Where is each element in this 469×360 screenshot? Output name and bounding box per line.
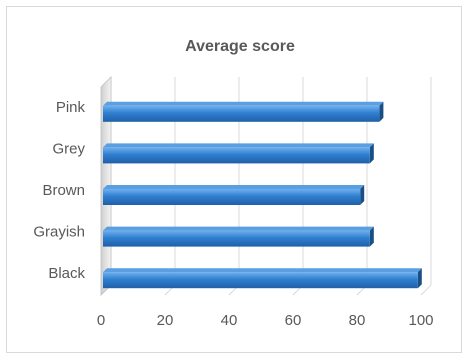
category-label: Grey — [52, 140, 85, 157]
bar — [103, 101, 384, 122]
category-label: Black — [48, 265, 85, 282]
category-label: Grayish — [33, 224, 85, 241]
bar — [103, 226, 374, 247]
chart-title: Average score — [185, 38, 295, 55]
x-axis-tick-labels: 0 20 40 60 80 100 — [97, 312, 434, 329]
bar — [103, 185, 365, 205]
x-tick-label: 20 — [157, 312, 174, 329]
category-label: Pink — [56, 99, 86, 116]
bar — [103, 268, 422, 289]
bar-chart: Average score PinkGreyBrownGrayishBlack … — [33, 38, 434, 329]
x-tick-label: 40 — [221, 312, 238, 329]
bars — [103, 101, 422, 289]
category-label: Brown — [42, 182, 85, 199]
bar — [103, 143, 374, 164]
x-tick-label: 80 — [349, 312, 366, 329]
floor-gridline — [420, 284, 432, 296]
x-tick-label: 0 — [97, 312, 105, 329]
x-tick-label: 60 — [285, 312, 302, 329]
category-labels: Pink Grey Brown Grayish Black — [33, 99, 85, 282]
x-tick-label: 100 — [408, 312, 433, 329]
chart-container: Average score Pink Grey Brown Grayish Black … — [6, 6, 462, 353]
